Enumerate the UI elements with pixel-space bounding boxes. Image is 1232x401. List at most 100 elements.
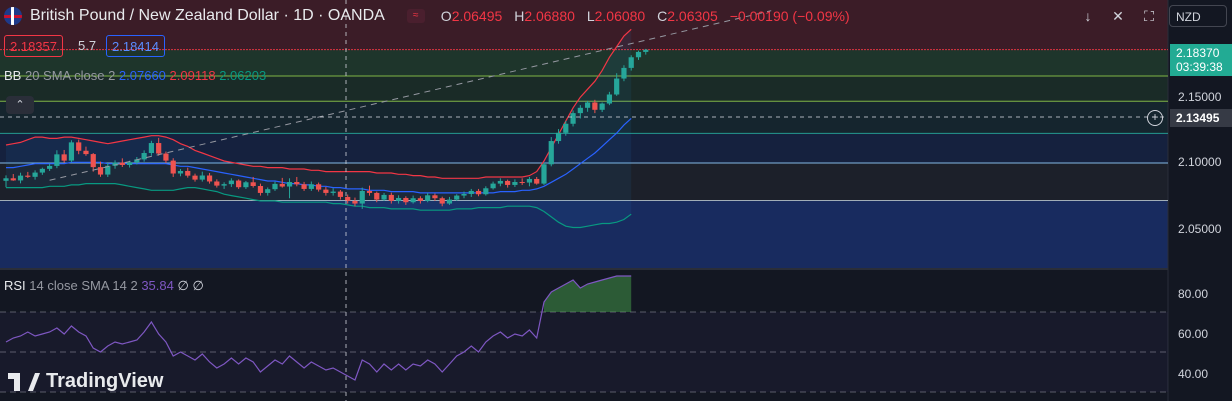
tradingview-logo-icon <box>8 366 40 391</box>
candle-body <box>39 168 45 173</box>
candle <box>374 191 380 203</box>
sell-button[interactable]: 2.18357 <box>4 35 63 57</box>
candle <box>119 158 125 167</box>
candle-body <box>192 175 198 180</box>
candle <box>301 181 307 191</box>
candle-body <box>265 189 271 193</box>
candle <box>505 179 511 188</box>
fullscreen-icon[interactable]: ⛶ <box>1144 8 1154 24</box>
bb-lower-line <box>6 183 632 229</box>
candle <box>185 167 191 178</box>
chevron-up-icon[interactable]: ⌃ <box>6 96 34 114</box>
rsi-line <box>5 275 632 381</box>
candle <box>352 197 358 207</box>
candle-body <box>177 170 184 174</box>
candle-body <box>563 123 569 133</box>
rsi-legend[interactable]: RSI 14 close SMA 14 2 35.84 ∅ ∅ <box>4 278 204 294</box>
candle-body <box>577 107 583 114</box>
candle <box>534 176 540 185</box>
candle-body <box>548 141 554 165</box>
candle-body <box>643 49 649 52</box>
candle-body <box>170 160 176 174</box>
candle-body <box>403 197 409 203</box>
price-change: −0.00190 (−0.09%) <box>729 8 850 24</box>
candle-body <box>185 170 191 176</box>
price-axis-label: 2.10000 <box>1178 155 1222 169</box>
candle <box>454 194 460 201</box>
candle-body <box>10 178 16 181</box>
horizontal-levels[interactable] <box>0 49 1168 202</box>
candle-body <box>592 102 598 110</box>
candle <box>90 153 96 172</box>
candle-body <box>61 154 67 161</box>
candle <box>294 176 300 187</box>
candle <box>585 100 591 112</box>
symbol-title[interactable]: British Pound / New Zealand Dollar · 1D … <box>30 7 385 24</box>
buy-button[interactable]: 2.18414 <box>106 35 165 57</box>
candle <box>570 110 576 127</box>
candle-body <box>505 180 511 185</box>
candle-body <box>381 194 387 200</box>
zone-band <box>0 0 1168 50</box>
candle-body <box>97 167 104 175</box>
candle-body <box>461 193 467 196</box>
collapse-icon[interactable]: ✕ <box>1112 8 1124 24</box>
candle <box>316 182 322 192</box>
candle <box>61 149 67 163</box>
candle-body <box>90 154 96 168</box>
candle-body <box>126 162 133 165</box>
add-order-icon[interactable]: + <box>1147 110 1163 126</box>
candle <box>221 182 227 189</box>
candle-body <box>454 195 460 200</box>
candle <box>577 105 583 119</box>
candle-body <box>228 180 234 185</box>
candle <box>141 150 147 162</box>
candle <box>199 171 205 182</box>
candle-body <box>475 190 482 195</box>
price-axis-label: 2.05000 <box>1178 222 1222 236</box>
bb-params: 20 SMA close 2 <box>24 68 116 83</box>
candle <box>323 186 329 196</box>
candle-body <box>330 191 336 193</box>
candle <box>177 168 184 177</box>
candle-body <box>301 184 307 189</box>
arrow-down-icon[interactable]: ↓ <box>1084 8 1092 24</box>
rsi-params: 14 close SMA 14 2 <box>29 278 138 293</box>
rsi-axis-label: 60.00 <box>1178 327 1209 341</box>
candle-body <box>206 175 213 182</box>
candle-body <box>359 190 365 204</box>
candle <box>417 196 423 204</box>
trendline[interactable] <box>49 10 772 181</box>
currency-selector[interactable]: NZD <box>1169 5 1227 27</box>
bb-upper-value: 2.09118 <box>169 68 216 83</box>
price-axis-label: 2.15000 <box>1178 90 1222 104</box>
candle-body <box>3 178 9 181</box>
bb-label: BB <box>4 68 22 83</box>
candle <box>250 176 256 188</box>
candle-body <box>483 188 489 195</box>
candle <box>512 179 518 187</box>
candle-body <box>635 51 642 58</box>
candle-body <box>366 190 373 193</box>
candle-body <box>47 165 53 169</box>
candle-body <box>148 143 154 154</box>
candle-body <box>526 178 533 183</box>
candle <box>395 195 402 204</box>
candle <box>628 55 634 71</box>
market-status-icon[interactable]: ≈ <box>406 9 425 23</box>
candle <box>563 120 569 136</box>
candle <box>206 172 213 184</box>
candle <box>439 196 445 207</box>
candle <box>359 187 365 209</box>
candle <box>39 167 45 175</box>
zone-band <box>0 76 1168 102</box>
tradingview-logo[interactable]: TradingView <box>8 366 163 393</box>
candle-body <box>410 198 416 203</box>
ohlc-high: 2.06880 <box>524 8 575 24</box>
candle <box>68 140 75 163</box>
candle <box>148 140 154 156</box>
spread-value: 5.7 <box>78 38 97 53</box>
bb-legend[interactable]: BB 20 SMA close 2 2.07660 2.09118 2.0620… <box>4 68 266 83</box>
